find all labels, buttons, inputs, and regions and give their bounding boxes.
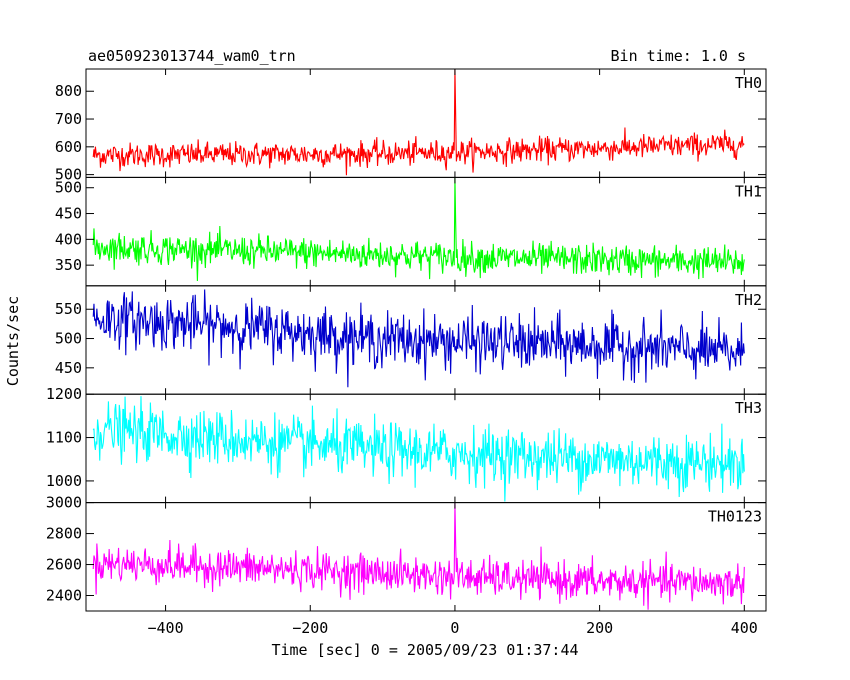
y-tick-label: 450 [55, 205, 82, 223]
y-tick-label: 500 [55, 330, 82, 348]
panel-frame-th1 [85, 176, 767, 287]
y-tick-label: 400 [55, 230, 82, 248]
series-line-th0123 [92, 502, 745, 610]
y-tick-label: 1200 [46, 385, 82, 403]
y-tick-label: 350 [55, 256, 82, 274]
panel-frame-th0 [85, 68, 767, 178]
panel-label-th1: TH1 [735, 182, 762, 200]
y-tick-label: 1000 [46, 472, 82, 490]
series-line-th3 [92, 396, 745, 502]
panel-label-th3: TH3 [735, 399, 762, 417]
y-axis-label: Counts/sec [4, 296, 22, 386]
y-tick-label: 600 [55, 138, 82, 156]
panels-group: 500 600 700 800 TH0 350 400 450 500 TH1 450 500 550 T… [46, 68, 767, 612]
x-tick-label: 200 [586, 619, 613, 637]
panel-frame-th0123 [85, 502, 767, 612]
x-tick-label: −200 [292, 619, 328, 637]
panel-label-th0: TH0 [735, 74, 762, 92]
series-line-th0 [92, 69, 745, 176]
x-axis-label: Time [sec] 0 = 2005/09/23 01:37:44 [271, 641, 578, 659]
series-line-th1 [92, 177, 745, 282]
x-tick-label: 0 [450, 619, 459, 637]
y-tick-label: 2800 [46, 525, 82, 543]
y-tick-label: 550 [55, 300, 82, 318]
y-tick-label: 3000 [46, 494, 82, 512]
y-tick-label: 700 [55, 110, 82, 128]
series-line-th2 [92, 289, 745, 388]
bin-time-label: Bin time: 1.0 s [611, 47, 746, 65]
panel-label-th2: TH2 [735, 291, 762, 309]
y-tick-label: 2400 [46, 587, 82, 605]
y-tick-label: 2600 [46, 556, 82, 574]
y-tick-label: 500 [55, 166, 82, 184]
plot-title: ae050923013744_wam0_trn [88, 47, 296, 65]
y-tick-label: 1100 [46, 429, 82, 447]
x-axis: −400 −200 0 200 400 [148, 619, 758, 637]
y-tick-label: 450 [55, 359, 82, 377]
y-tick-label: 800 [55, 82, 82, 100]
panel-label-th0123: TH0123 [708, 508, 762, 526]
x-tick-label: 400 [731, 619, 758, 637]
y-tick-label: 500 [55, 179, 82, 197]
x-tick-label: −400 [148, 619, 184, 637]
